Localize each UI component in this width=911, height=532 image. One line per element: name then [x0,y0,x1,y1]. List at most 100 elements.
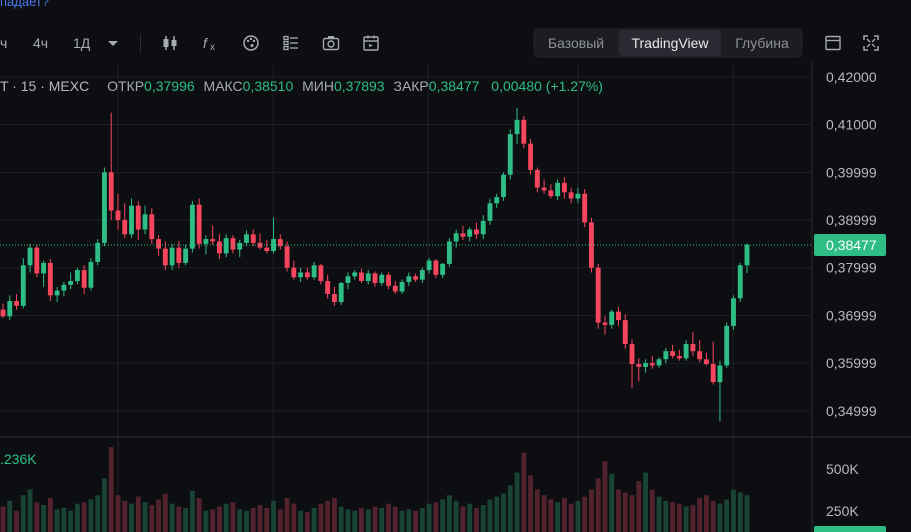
price-axis: 0,42000 0,41000 0,39999 0,38999 0,37999 0,369… [826,69,877,519]
volume-bar [616,489,621,532]
volume-bar [690,505,696,532]
ohlc-legend: T · 15 · MEXC ОТКР0,37996 МАКС0,38510 МИ… [0,78,603,94]
candle-body [595,267,601,323]
candle-body [386,274,391,286]
candle-body [474,229,479,235]
candle-body [521,119,527,144]
interval-1d[interactable]: 1Д [73,35,91,51]
volume-bar [318,503,324,532]
candles [0,107,750,422]
volume-bar [440,499,446,532]
candle-body [318,265,324,282]
palette-icon[interactable] [241,33,261,53]
volume-bar [561,498,567,532]
calendar-icon[interactable] [361,33,381,53]
candle-body [528,143,533,170]
candle-body [183,248,189,263]
svg-text:f: f [203,35,209,51]
candle-body [122,220,128,235]
volume-bar [298,510,304,532]
candle-body [555,182,561,197]
candle-body [460,233,466,237]
candle-body [277,239,283,247]
candle-body [426,260,432,271]
volume-bar [41,505,47,532]
volume-bar [582,496,588,532]
price-tick-label: 0,42000 [826,69,877,85]
candle-body [169,247,175,266]
candle-body [284,246,290,268]
volume-bar [196,498,202,532]
candle-body [7,301,13,317]
candle-body [670,351,676,356]
camera-icon[interactable] [321,33,341,53]
window-icon[interactable] [823,33,843,53]
view-depth[interactable]: Глубина [735,35,789,51]
candle-body [27,247,33,266]
candle-body [446,241,452,264]
volume-bar [291,503,297,532]
candle-body [379,274,385,283]
candle-body [244,234,249,243]
volume-bar [386,503,391,532]
view-basic[interactable]: Базовый [547,35,605,51]
fullscreen-icon[interactable] [861,33,881,53]
candle-body [210,239,216,242]
candle-body [41,262,47,274]
volume-bar [359,507,364,532]
volume-bar [379,507,385,532]
volume-bar [406,509,412,532]
candle-body [34,247,40,274]
candle-body [643,363,648,367]
chart-view-switch: Базовый TradingView Глубина [533,28,803,58]
chevron-down-icon[interactable] [103,33,123,53]
volume-bar [14,510,19,532]
candle-body [487,203,493,221]
volume-badge [814,526,886,532]
candle-body [413,276,419,280]
candle-body [616,311,621,321]
volume-bar [744,495,750,532]
candle-body [331,293,337,303]
candle-body [372,273,378,283]
candle-body [534,169,540,188]
volume-value: .236K [0,451,37,467]
interval-hour[interactable]: ч [0,35,8,51]
candle-body [548,190,554,197]
top-link[interactable]: падает? [0,0,50,9]
last-price-line: 0,38477 [0,233,886,532]
price-tick-label: 0,34999 [826,403,877,419]
candlestick-chart[interactable]: 0,38477 0,42000 0,41000 0,39999 0,38999 0,37… [0,62,911,532]
volume-bar [257,505,263,532]
layout-icon[interactable] [281,33,301,53]
candle-body [88,261,94,288]
chart-grid [0,62,911,532]
candle-body [95,242,101,262]
candlestick-type-icon[interactable] [160,33,180,53]
candle-body [717,365,723,383]
volume-bar [697,498,703,532]
candle-body [298,272,304,278]
volume-bar [419,507,425,532]
volume-bar [372,506,378,532]
candle-body [81,270,87,288]
volume-bar [210,509,216,532]
volume-bar [183,507,189,532]
candle-body [737,265,743,299]
volume-bar [609,473,615,532]
volume-bar [413,510,419,532]
price-tick-label: 0,39999 [826,164,877,180]
open-label: ОТКР [107,78,145,94]
candle-body [291,267,297,278]
candle-body [203,239,209,244]
candle-body [359,272,364,282]
interval-4h[interactable]: 4ч [33,35,49,51]
candle-body [304,272,310,278]
view-tradingview[interactable]: TradingView [619,30,721,56]
change-value: 0,00480 (+1.27%) [491,78,603,94]
candle-body [237,242,243,250]
volume-bar [244,510,249,532]
candle-body [683,344,689,359]
candle-body [102,172,107,243]
